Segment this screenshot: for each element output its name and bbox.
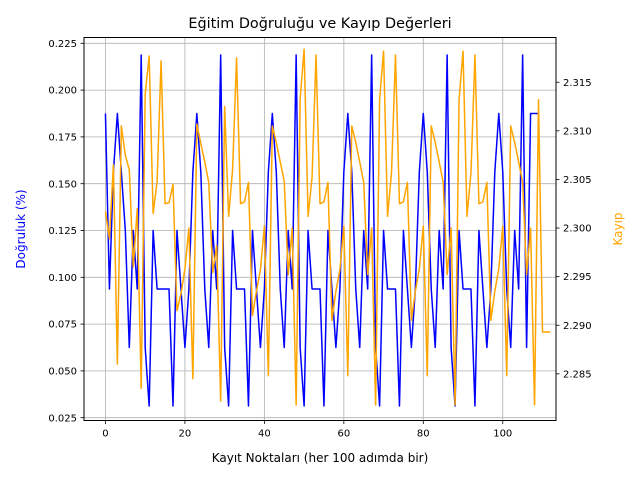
y-left-tick-label: 0.200 — [48, 86, 77, 97]
y-left-tick-label: 0.150 — [48, 179, 77, 190]
x-tick-label: 60 — [337, 429, 350, 440]
accuracy-series-line — [104, 54, 539, 407]
y-left-tick-label: 0.125 — [48, 226, 77, 237]
y-right-tick-label: 2.300 — [563, 224, 592, 235]
y-left-tick-label: 0.100 — [48, 273, 77, 284]
y-left-tick-label: 0.225 — [48, 39, 77, 50]
x-tick-label: 20 — [179, 429, 192, 440]
x-axis: 0 20 40 60 80 100 — [102, 420, 512, 440]
y-left-tick-label: 0.050 — [48, 366, 77, 377]
y-left-axis-label: Doğruluk (%) — [14, 189, 28, 268]
y-left-axis: 0.025 0.050 0.075 0.100 0.125 0.150 0.175 0.200… — [48, 39, 84, 424]
x-tick-label: 40 — [258, 429, 271, 440]
loss-series-line — [104, 48, 551, 406]
x-tick-label: 80 — [417, 429, 430, 440]
x-axis-label: Kayıt Noktaları (her 100 adımda bir) — [212, 451, 429, 465]
grid — [84, 37, 556, 421]
y-right-axis-label: Kayıp — [611, 212, 625, 245]
y-right-tick-label: 2.305 — [563, 175, 592, 186]
y-right-tick-label: 2.315 — [563, 78, 592, 89]
y-left-tick-label: 0.175 — [48, 133, 77, 144]
y-right-tick-label: 2.290 — [563, 321, 592, 332]
y-left-tick-label: 0.025 — [48, 413, 77, 424]
y-right-tick-label: 2.310 — [563, 126, 592, 137]
x-tick-label: 0 — [102, 429, 108, 440]
x-tick-label: 100 — [493, 429, 512, 440]
y-right-axis: 2.285 2.290 2.295 2.300 2.305 2.310 2.315 — [556, 78, 592, 380]
y-left-tick-label: 0.075 — [48, 320, 77, 331]
y-right-tick-label: 2.295 — [563, 272, 592, 283]
plot-frame — [83, 37, 557, 421]
y-right-tick-label: 2.285 — [563, 369, 592, 380]
series-layer — [104, 48, 551, 407]
chart-title: Eğitim Doğruluğu ve Kayıp Değerleri — [188, 16, 451, 32]
